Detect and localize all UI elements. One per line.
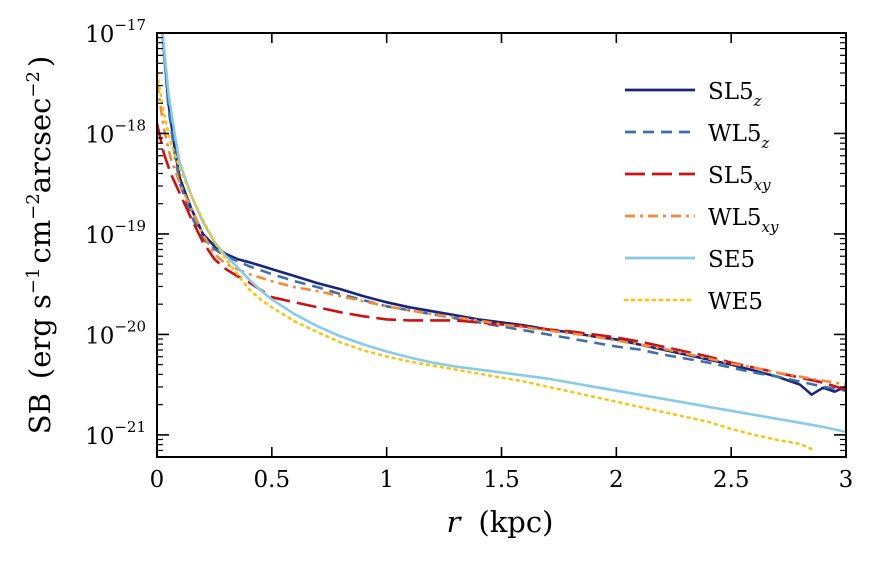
y-tick-label: 10−18 (85, 116, 146, 148)
series-line-wl5-xy (157, 83, 846, 386)
x-tick-label: 1 (379, 467, 394, 493)
y-axis-unit-s-exp: −1 (23, 268, 44, 295)
y-axis-main: SB (23, 393, 57, 434)
legend-label: WL5z (708, 121, 770, 152)
axis-ticks (156, 32, 847, 457)
series-line-sl5-xy (157, 123, 846, 391)
y-tick-base: 10 (85, 22, 114, 48)
x-tick-labels: 0 0.5 1 1.5 2 2.5 3 (150, 467, 854, 493)
legend-name: WL5 (708, 121, 762, 147)
x-tick-label: 2 (609, 467, 624, 493)
y-axis-unit-cm: cm (23, 220, 57, 264)
y-axis-label: SB(erg s−1cm−2arcsec−2) (23, 56, 57, 435)
y-tick-label: 10−21 (85, 418, 146, 450)
y-tick-label: 10−17 (85, 16, 146, 48)
series-line-sl5-z (161, 33, 846, 397)
plot-lines (157, 33, 846, 451)
x-axis-unit: (kpc) (478, 505, 553, 539)
legend-name: WL5 (708, 205, 762, 231)
legend-label: WL5xy (708, 205, 779, 236)
y-axis-unit-close: ) (23, 56, 57, 67)
legend-name: SL5 (708, 79, 754, 105)
y-tick-exp: −20 (114, 317, 146, 335)
y-tick-base: 10 (85, 323, 114, 349)
legend-name: WE5 (708, 289, 763, 315)
legend-subscript: z (761, 134, 770, 152)
y-tick-exp: −21 (114, 418, 146, 436)
legend-label: SL5xy (708, 163, 771, 194)
x-axis-variable: r (447, 505, 463, 539)
y-tick-exp: −17 (114, 16, 146, 34)
y-tick-base: 10 (85, 424, 114, 450)
legend-label: WE5 (708, 289, 763, 315)
legend-subscript: xy (762, 218, 779, 236)
y-axis-unit-open: (erg s (23, 294, 57, 379)
x-tick-label: 0.5 (254, 467, 291, 493)
y-axis-unit-arcsec: arcsec (23, 98, 57, 194)
x-tick-label: 1.5 (483, 467, 520, 493)
series-line-we5 (157, 71, 813, 451)
y-axis-unit-arcsec-exp: −2 (23, 71, 44, 98)
legend-subscript: z (753, 92, 762, 110)
y-tick-base: 10 (85, 223, 114, 249)
x-tick-label: 0 (150, 467, 165, 493)
series-line-se5 (161, 33, 846, 434)
y-axis-unit-cm-exp: −2 (23, 193, 44, 220)
legend-name: SL5 (708, 163, 754, 189)
y-tick-exp: −18 (114, 116, 146, 134)
y-tick-label: 10−19 (85, 217, 146, 249)
legend-label: SE5 (708, 247, 755, 273)
legend-label: SL5z (708, 79, 762, 110)
y-tick-exp: −19 (114, 217, 146, 235)
x-tick-label: 3 (839, 467, 854, 493)
x-axis-label: r (kpc) (447, 505, 554, 539)
y-tick-base: 10 (85, 122, 114, 148)
legend-subscript: xy (754, 176, 771, 194)
legend-name: SE5 (708, 247, 755, 273)
x-tick-label: 2.5 (713, 467, 750, 493)
y-tick-label: 10−20 (85, 317, 146, 349)
